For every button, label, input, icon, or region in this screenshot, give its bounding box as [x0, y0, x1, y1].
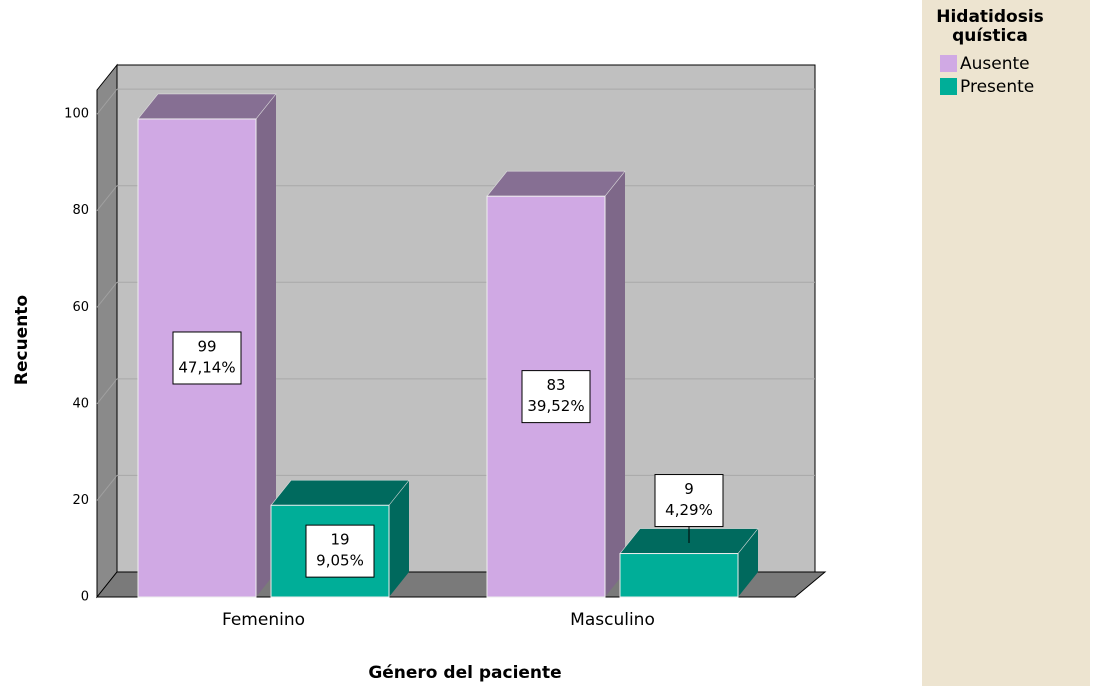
data-label-box — [654, 474, 724, 528]
legend-item: Presente — [940, 75, 1090, 98]
y-tick-label: 80 — [72, 203, 89, 218]
bar-side — [605, 171, 625, 597]
data-label: 9 — [684, 480, 694, 498]
bar-top — [137, 93, 277, 120]
legend-item: Ausente — [940, 52, 1090, 75]
bar-top — [270, 479, 410, 506]
y-tick-label: 40 — [72, 396, 89, 411]
data-label: 19 — [330, 531, 349, 549]
y-tick-label: 60 — [72, 300, 89, 315]
data-label-box — [521, 370, 591, 424]
legend-title: Hidatidosis quística — [936, 7, 1044, 46]
bar-side — [738, 528, 758, 597]
x-tick-label: Masculino — [570, 610, 655, 630]
data-label: 99 — [197, 337, 216, 355]
chart: Género del paciente Recuento 0 20 40 60 80 10… — [12, 63, 827, 683]
y-tick-label: 100 — [64, 107, 89, 122]
legend-swatch — [940, 55, 957, 72]
left-wall — [96, 63, 118, 599]
bar-side — [389, 480, 409, 597]
data-label-box — [172, 331, 242, 385]
y-tick-label: 20 — [72, 493, 89, 508]
legend-label: Presente — [960, 76, 1035, 97]
data-label: 83 — [546, 376, 565, 394]
x-axis-label: Género del paciente — [368, 663, 561, 683]
data-label-box — [305, 524, 375, 578]
legend-swatch — [940, 78, 957, 95]
data-label-percent: 47,14% — [178, 358, 235, 376]
x-tick-label: Femenino — [222, 610, 305, 630]
grid-line — [96, 88, 118, 115]
y-axis-label: Recuento — [12, 295, 32, 385]
bar-side — [256, 93, 276, 597]
data-label-percent: 9,05% — [316, 552, 364, 570]
y-tick-label: 0 — [81, 590, 89, 605]
bar-top — [486, 170, 626, 197]
bar — [619, 553, 739, 598]
data-label-percent: 4,29% — [665, 501, 713, 519]
legend-label: Ausente — [960, 53, 1030, 74]
grid-line — [96, 475, 118, 501]
legend: Hidatidosis quística Ausente Presente — [922, 0, 1090, 686]
grid-line — [96, 281, 118, 308]
grid-line — [96, 185, 118, 212]
grid-line — [96, 378, 118, 405]
data-label-percent: 39,52% — [527, 397, 584, 415]
